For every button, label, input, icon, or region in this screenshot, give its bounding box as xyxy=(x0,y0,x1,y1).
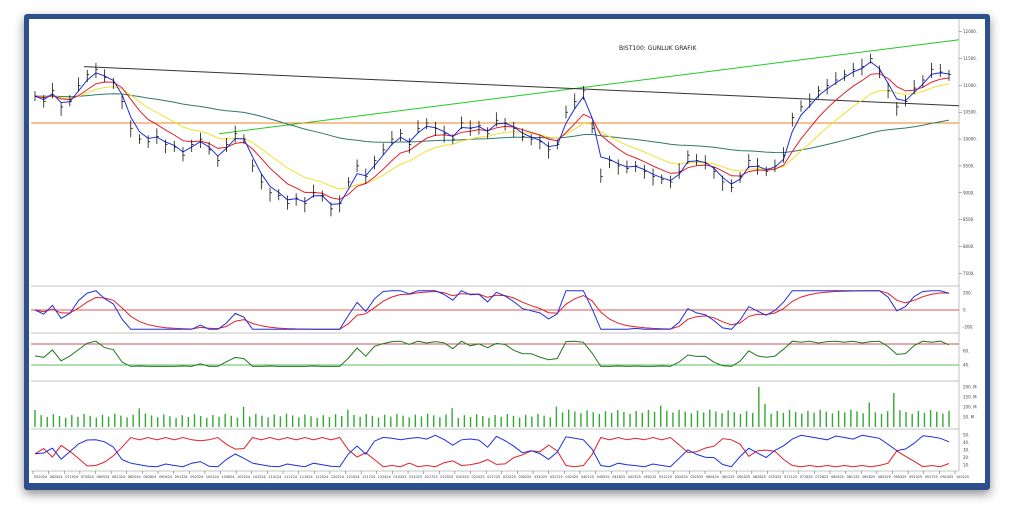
date-tick-label: 122424 xyxy=(378,475,391,479)
chart-title: BIST100: GUNLUK GRAFIK xyxy=(619,45,697,52)
date-tick-label: 072825 xyxy=(815,475,828,479)
date-tick-label: 091025 xyxy=(909,475,922,479)
oscillator-line xyxy=(34,290,950,330)
date-tick-label: 081125 xyxy=(847,475,860,479)
volume-tick-label: 100. M xyxy=(963,405,977,410)
date-tick-label: 020325 xyxy=(456,475,469,479)
date-tick-label: 112524 xyxy=(315,475,328,479)
date-tick-label: 040925 xyxy=(597,475,610,479)
date-tick-label: 090424 xyxy=(159,475,172,479)
date-tick-label: 080425 xyxy=(831,475,844,479)
chart-area: BIST100: GUNLUK GRAFIK 12000. 11500. 11000… xyxy=(29,19,985,483)
date-tick-label: 050225 xyxy=(643,475,656,479)
long-moving-average-line xyxy=(34,93,950,154)
date-tick-label: 080524 xyxy=(97,475,110,479)
date-tick-label: 081324 xyxy=(112,475,125,479)
date-tick-label: 062424 xyxy=(50,475,63,479)
date-tick-label: 071825 xyxy=(800,475,813,479)
mid-moving-average-line xyxy=(34,73,950,200)
fast-moving-average-line xyxy=(34,61,950,205)
uptrend-line xyxy=(218,39,960,135)
date-tick-label: 031025 xyxy=(534,475,547,479)
date-tick-label: 060425 xyxy=(706,475,719,479)
downtrend-line xyxy=(83,66,960,107)
date-tick-label: 022525 xyxy=(503,475,516,479)
date-tick-label: 091725 xyxy=(925,475,938,479)
date-tick-label: 052025 xyxy=(675,475,688,479)
price-tick-label: 12000. xyxy=(963,29,977,34)
date-tick-label: 111924 xyxy=(300,475,313,479)
date-tick-label: 031725 xyxy=(550,475,563,479)
dmi-tick-label: 40. xyxy=(963,440,969,445)
date-tick-label: 081825 xyxy=(862,475,875,479)
date-tick-label: 082525 xyxy=(878,475,891,479)
dmi-tick-label: 30. xyxy=(963,448,969,453)
date-tick-label: 111124 xyxy=(284,475,297,479)
oscillator-tick-label: 200. xyxy=(963,291,972,296)
date-tick-label: 062625 xyxy=(753,475,766,479)
rsi-line xyxy=(34,340,950,367)
date-tick-label: 121024 xyxy=(347,475,360,479)
dmi-tick-label: 20. xyxy=(963,455,969,460)
slow-moving-average-line xyxy=(34,83,950,190)
price-tick-label: 11500. xyxy=(963,56,977,61)
date-tick-label: 011025 xyxy=(409,475,422,479)
oscillator-tick-label: -200. xyxy=(963,324,973,329)
price-tick-label: 10500. xyxy=(963,110,977,115)
date-tick-label: 040125 xyxy=(581,475,594,479)
volume-tick-label: 150. M xyxy=(963,395,977,400)
date-tick-label: 061225 xyxy=(722,475,735,479)
dmi-tick-label: 50. xyxy=(963,432,969,437)
date-tick-label: 041625 xyxy=(612,475,625,479)
price-tick-label: 9000. xyxy=(963,190,974,195)
date-tick-label: 021725 xyxy=(487,475,500,479)
date-tick-label: 062025 xyxy=(737,475,750,479)
rsi-tick-label: 40. xyxy=(963,363,969,368)
oscillator-tick-label: 0. xyxy=(963,308,967,313)
date-tick-label: 121724 xyxy=(362,475,375,479)
dmi-minus-line xyxy=(34,436,950,468)
date-tick-label: 042325 xyxy=(628,475,641,479)
volume-tick-label: 50. M xyxy=(963,415,975,420)
date-tick-label: 032425 xyxy=(565,475,578,479)
rsi-tick-label: 60. xyxy=(963,349,969,354)
date-tick-label: 052925 xyxy=(690,475,703,479)
date-tick-label: 102224 xyxy=(253,475,266,479)
date-tick-label: 101524 xyxy=(237,475,250,479)
date-tick-label: 012525 xyxy=(440,475,453,479)
date-tick-label: 120224 xyxy=(331,475,344,479)
date-tick-label: 030325 xyxy=(518,475,531,479)
date-tick-label: 052024 xyxy=(34,475,47,479)
date-tick-label: 100124 xyxy=(206,475,219,479)
date-tick-label: 092324 xyxy=(190,475,203,479)
price-tick-label: 11000. xyxy=(963,83,977,88)
date-tick-label: 091324 xyxy=(175,475,188,479)
dmi-plus-line xyxy=(34,434,950,468)
date-tick-label: 071924 xyxy=(65,475,78,479)
date-tick-label: 021025 xyxy=(472,475,485,479)
date-tick-label: 100225 xyxy=(956,475,969,479)
price-tick-label: 8000. xyxy=(963,244,974,249)
date-tick-label: 100824 xyxy=(222,475,235,479)
price-tick-label: 10000. xyxy=(963,137,977,142)
price-tick-label: 7500. xyxy=(963,271,974,276)
dmi-tick-label: 10. xyxy=(963,463,969,468)
date-tick-label: 092425 xyxy=(940,475,953,479)
date-tick-label: 110124 xyxy=(268,475,281,479)
date-tick-label: 010325 xyxy=(393,475,406,479)
price-tick-label: 9500. xyxy=(963,163,974,168)
date-tick-label: 011725 xyxy=(425,475,438,479)
date-tick-label: 072624 xyxy=(81,475,94,479)
volume-tick-label: 200. M xyxy=(963,385,977,390)
date-tick-label: 082824 xyxy=(143,475,156,479)
date-tick-label: 071125 xyxy=(784,475,797,479)
date-tick-label: 082024 xyxy=(128,475,141,479)
stock-chart: BIST100: GUNLUK GRAFIK 12000. 11500. 11000… xyxy=(31,19,977,479)
date-tick-label: 070325 xyxy=(768,475,781,479)
date-tick-label: 090325 xyxy=(893,475,906,479)
price-tick-label: 8500. xyxy=(963,217,974,222)
date-tick-label: 051225 xyxy=(659,475,672,479)
